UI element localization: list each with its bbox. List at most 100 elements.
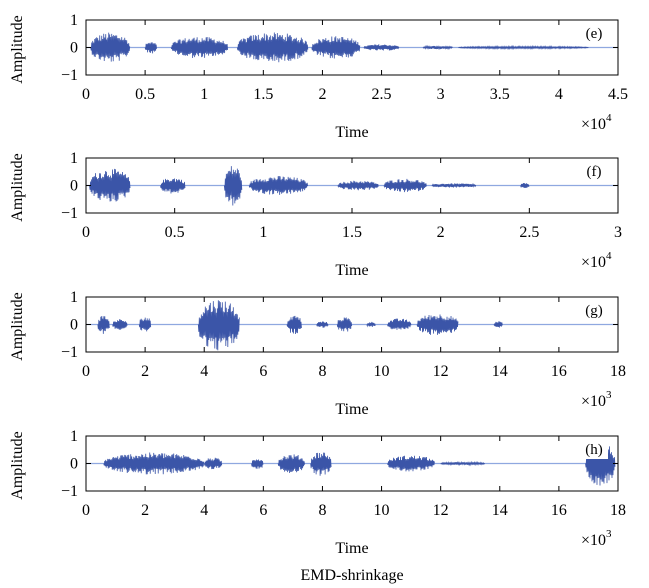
signal-burst (316, 321, 329, 328)
signal-burst (387, 318, 412, 330)
signal-burst (493, 321, 503, 328)
signal-burst (366, 321, 376, 328)
xtick-label: 1.5 (342, 224, 362, 241)
signal-burst (286, 315, 302, 334)
xtick-label: 14 (492, 363, 508, 380)
xtick-label: 3.5 (490, 86, 510, 103)
xtick-label: 10 (374, 363, 390, 380)
xtick-label: 1 (200, 86, 208, 103)
signal-burst (416, 314, 459, 335)
x-scale-factor: ×104 (581, 250, 612, 271)
x-scale-factor: ×104 (581, 112, 612, 133)
xtick-label: 0.5 (135, 86, 155, 103)
xtick-label: 0.5 (165, 224, 185, 241)
xtick-label: 12 (433, 502, 449, 519)
x-axis-label: Time (335, 262, 368, 279)
xtick-label: 0 (82, 502, 90, 519)
xtick-label: 2 (318, 86, 326, 103)
signal-burst (160, 178, 186, 194)
xtick-label: 16 (551, 502, 567, 519)
signal-burst (197, 300, 240, 351)
xtick-label: 4.5 (608, 86, 628, 103)
signal-burst (223, 166, 243, 206)
ytick-label: 0 (70, 40, 78, 57)
ytick-label: 0 (70, 178, 78, 195)
signal-burst (363, 44, 400, 51)
signal-burst (440, 460, 485, 467)
signal-burst (311, 36, 361, 59)
ytick-label: 1 (70, 150, 78, 167)
xtick-label: 1.5 (253, 86, 273, 103)
xtick-label: 0 (82, 86, 90, 103)
signal-burst (277, 454, 306, 474)
panel-label: (h) (585, 442, 603, 458)
xtick-label: 2.5 (519, 224, 539, 241)
xtick-label: 14 (492, 502, 508, 519)
signal-burst (236, 32, 309, 63)
signal-burst (337, 180, 379, 191)
x-axis-label: Time (335, 540, 368, 557)
signal-burst (383, 178, 427, 193)
signal-burst (520, 182, 530, 189)
panel-label: (e) (586, 26, 603, 42)
xtick-label: 2 (437, 224, 445, 241)
ytick-label: −1 (61, 205, 78, 222)
signal-burst (138, 317, 152, 332)
signal-burst (422, 44, 453, 51)
xtick-label: 4 (200, 363, 208, 380)
signal-burst (431, 183, 477, 188)
ytick-label: −1 (61, 344, 78, 361)
xtick-label: 2 (141, 363, 149, 380)
y-axis-label: Amplitude (9, 153, 26, 221)
signal-burst (112, 319, 128, 330)
xtick-label: 3 (437, 86, 445, 103)
ytick-label: 0 (70, 317, 78, 334)
panel-e: 10−10 0.5 1 1.5 2 2.5 3 3.5 4 4.5×104TimeAmplitud… (9, 12, 628, 141)
panel-label-bg (580, 300, 608, 320)
ytick-label: 1 (70, 428, 78, 445)
panel-label: (g) (585, 303, 603, 319)
x-scale-factor: ×103 (581, 389, 612, 410)
xtick-label: 0 (82, 363, 90, 380)
y-axis-label: Amplitude (9, 292, 26, 360)
xtick-label: 4 (200, 502, 208, 519)
ytick-label: −1 (61, 483, 78, 500)
panel-label-bg (580, 161, 608, 181)
signal-burst (103, 452, 205, 475)
signal-burst (458, 44, 589, 51)
signal-burst (97, 315, 110, 334)
ytick-label: 1 (70, 289, 78, 306)
ytick-label: 0 (70, 456, 78, 473)
ytick-label: 1 (70, 12, 78, 29)
signal-burst (248, 176, 309, 195)
panel-label: (f) (587, 164, 602, 180)
xtick-label: 6 (259, 363, 267, 380)
signal-burst (310, 452, 332, 476)
x-axis-label: Time (335, 124, 368, 141)
xtick-label: 2 (141, 502, 149, 519)
signal-burst (170, 36, 229, 59)
xtick-label: 0 (82, 224, 90, 241)
xtick-label: 16 (551, 363, 567, 380)
signal-burst (336, 317, 353, 332)
xtick-label: 18 (610, 502, 626, 519)
panel-label-bg (580, 23, 608, 43)
xtick-label: 1 (259, 224, 267, 241)
xtick-label: 8 (318, 502, 326, 519)
xtick-label: 18 (610, 363, 626, 380)
xtick-label: 6 (259, 502, 267, 519)
y-axis-label: Amplitude (9, 431, 26, 499)
figure-caption: EMD-shrinkage (300, 567, 403, 584)
signal-burst (144, 42, 158, 54)
signal-burst (251, 459, 264, 469)
xtick-label: 10 (374, 502, 390, 519)
xtick-label: 2.5 (372, 86, 392, 103)
signal-burst (89, 168, 131, 202)
panel-label-bg (580, 439, 608, 459)
signal-burst (387, 455, 435, 472)
y-axis-label: Amplitude (9, 15, 26, 83)
signal-burst (90, 32, 131, 62)
